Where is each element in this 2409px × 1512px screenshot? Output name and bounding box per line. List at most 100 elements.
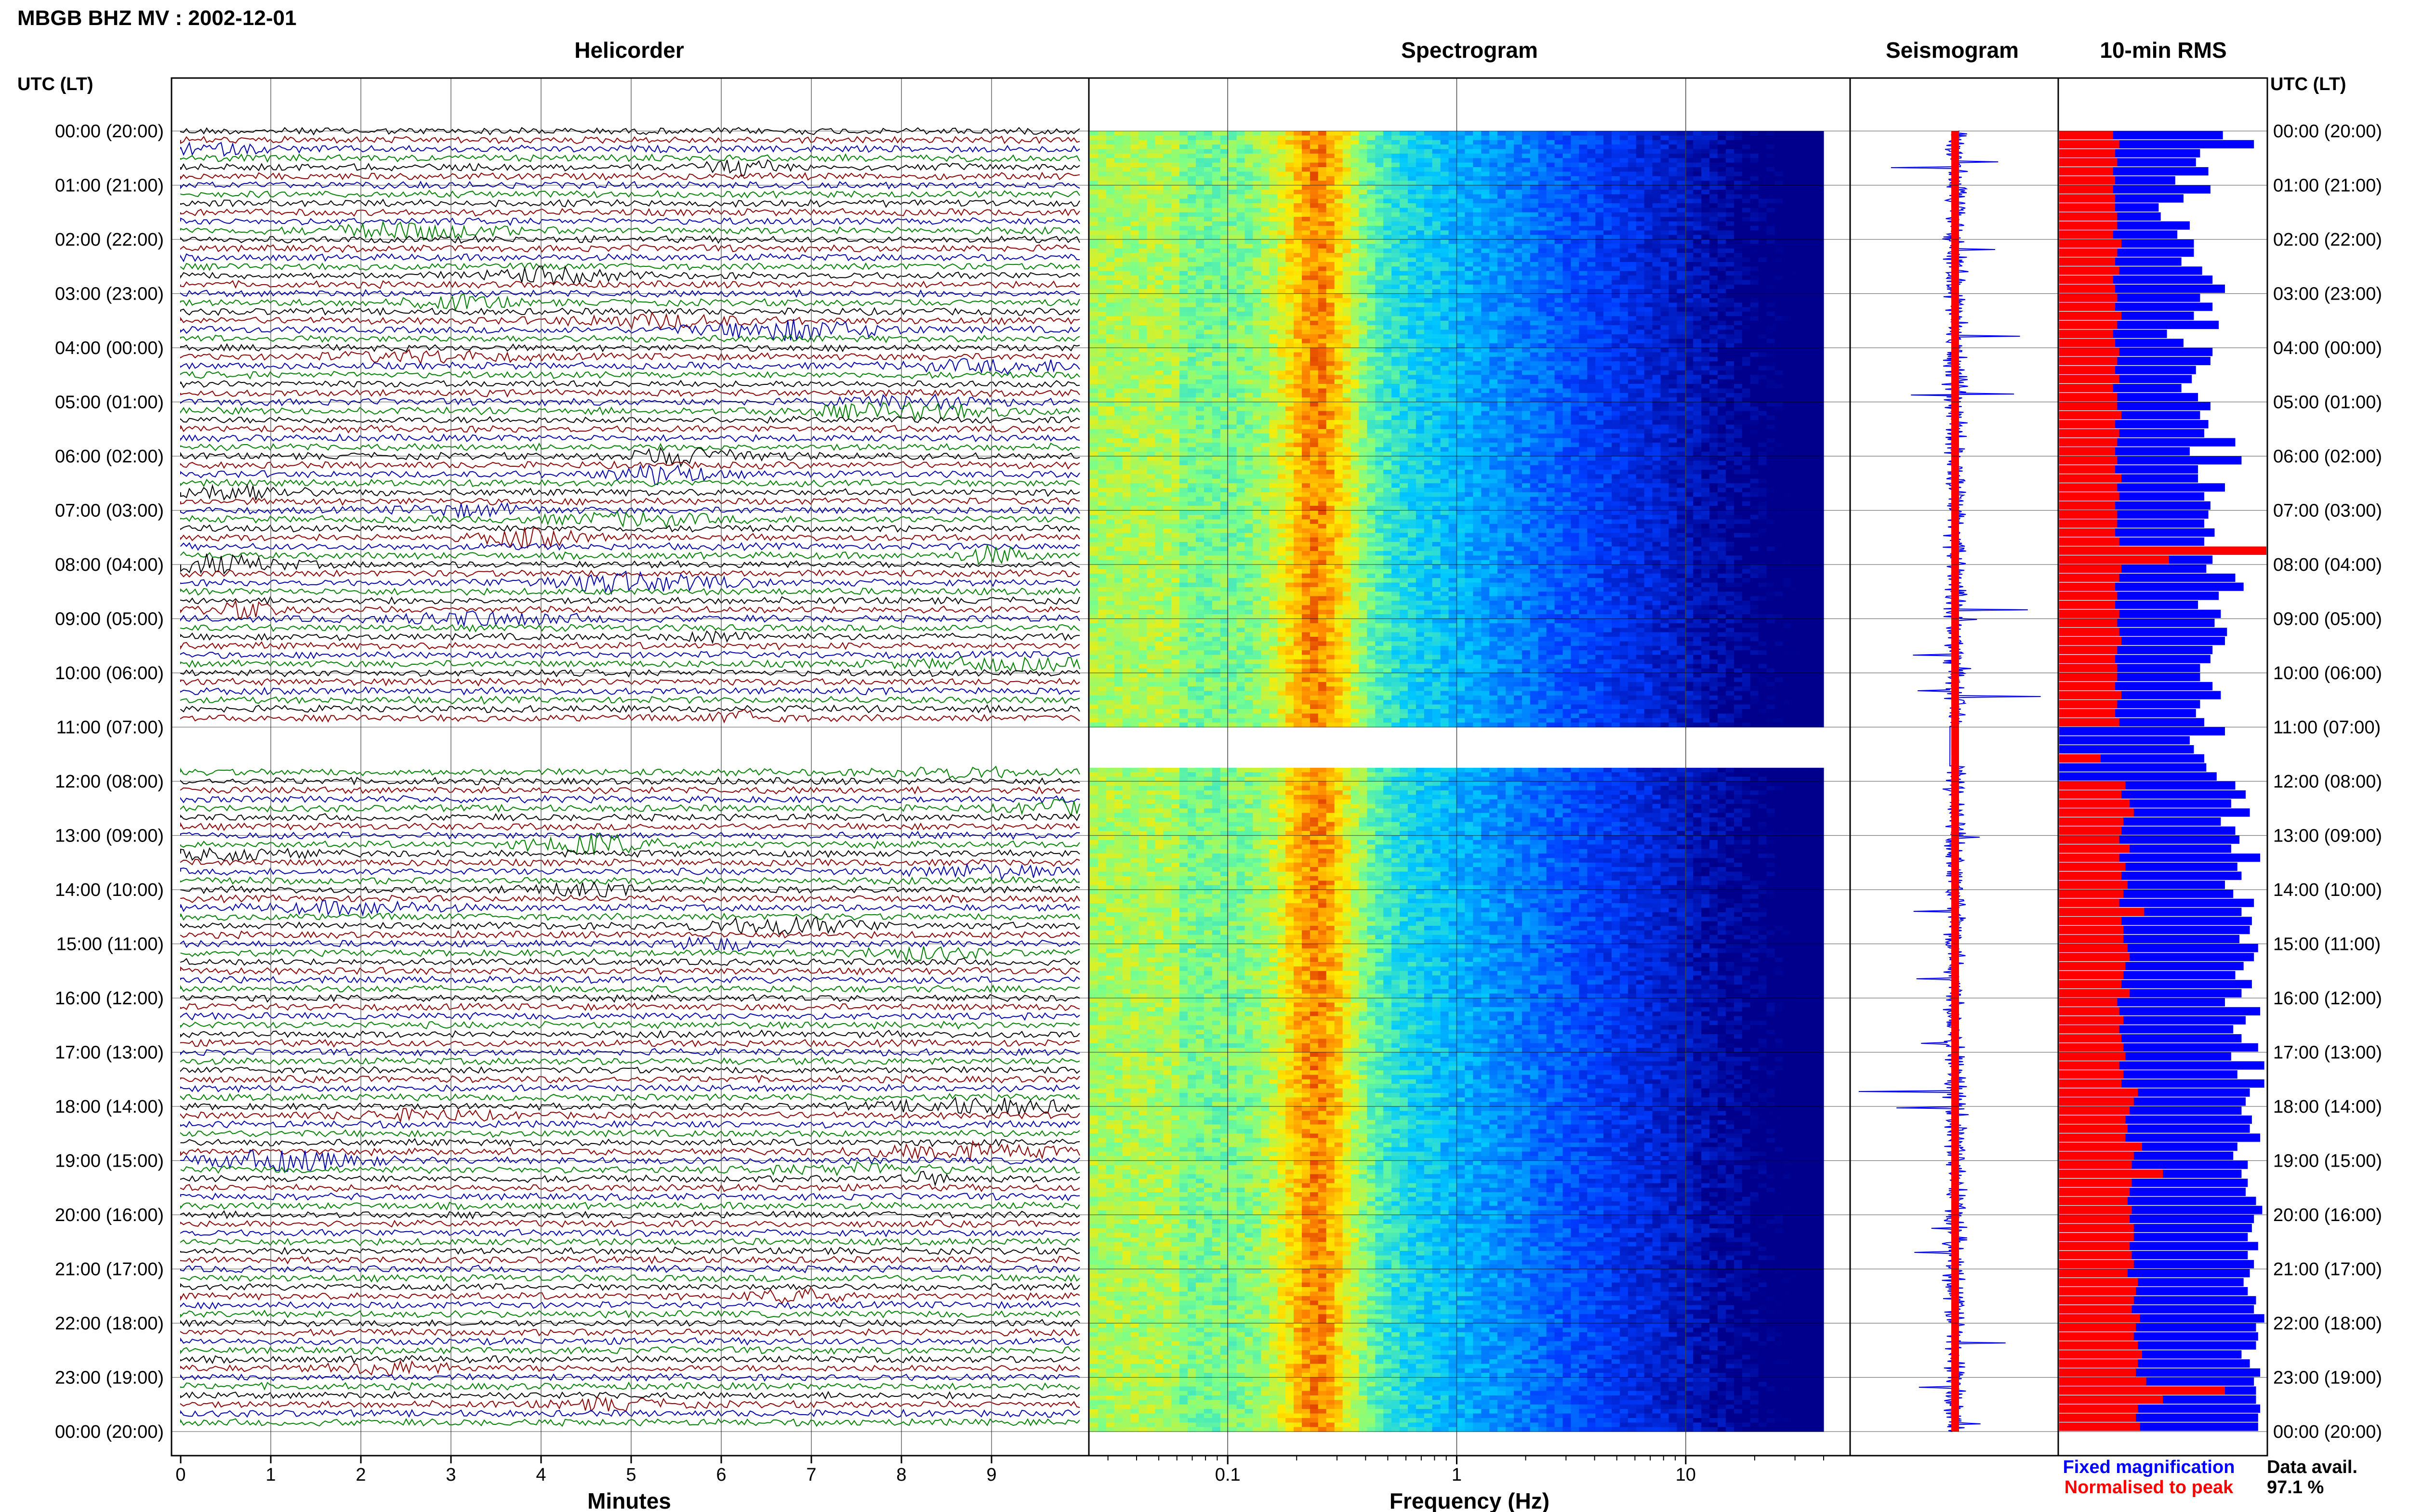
spectrogram-cell [1530,135,1539,141]
spectrogram-cell [1660,203,1669,208]
spectrogram-cell [1114,221,1123,226]
spectrogram-cell [1130,329,1139,335]
spectrogram-cell [1783,230,1791,236]
spectrogram-cell [1571,284,1579,289]
spectrogram-cell [1310,334,1319,339]
spectrogram-cell [1677,361,1685,367]
spectrogram-cell [1261,271,1270,276]
spectrogram-cell [1269,189,1278,195]
helicorder-trace [180,795,1080,804]
spectrogram-cell [1725,162,1734,168]
spectrogram-cell [1350,171,1359,177]
spectrogram-cell [1538,266,1547,272]
spectrogram-cell [1538,302,1547,308]
spectrogram-cell [1815,221,1824,226]
spectrogram-cell [1799,343,1808,348]
spectrogram-cell [1179,289,1188,294]
spectrogram-cell [1130,339,1139,344]
spectrogram-cell [1628,135,1637,141]
spectrogram-cell [1400,325,1408,330]
spectrogram-cell [1440,198,1449,204]
spectrogram-cell [1383,266,1392,272]
spectrogram-cell [1562,140,1571,145]
spectrogram-cell [1677,266,1685,272]
spectrogram-cell [1294,356,1302,362]
spectrogram-cell [1350,225,1359,231]
spectrogram-cell [1522,339,1531,344]
spectrogram-cell [1685,262,1694,267]
spectrogram-cell [1774,230,1783,236]
spectrogram-cell [1098,248,1107,253]
spectrogram-cell [1628,334,1637,339]
spectrogram-cell [1685,348,1694,353]
spectrogram-cell [1750,266,1759,272]
spectrogram-cell [1709,298,1718,303]
spectrogram-cell [1448,235,1457,240]
spectrogram-cell [1130,307,1139,312]
spectrogram-cell [1326,140,1335,145]
spectrogram-cell [1473,135,1482,141]
spectrogram-cell [1367,217,1376,222]
spectrogram-cell [1644,339,1653,344]
spectrogram-cell [1220,293,1229,299]
spectrogram-cell [1619,171,1628,177]
spectrogram-cell [1261,361,1270,367]
spectrogram-cell [1375,176,1384,181]
spectrogram-cell [1424,348,1433,353]
spectrogram-cell [1595,280,1604,285]
spectrogram-cell [1506,307,1514,312]
spectrogram-cell [1188,208,1196,213]
spectrogram-cell [1375,208,1384,213]
spectrogram-cell [1440,316,1449,321]
spectrogram-cell [1342,158,1351,163]
spectrogram-cell [1171,171,1180,177]
spectrogram-cell [1253,307,1261,312]
spectrogram-cell [1595,158,1604,163]
spectrogram-cell [1204,361,1213,367]
spectrogram-cell [1815,356,1824,362]
spectrogram-cell [1367,145,1376,150]
spectrogram-cell [1807,217,1816,222]
spectrogram-cell [1644,221,1653,226]
spectrogram-cell [1791,203,1800,208]
spectrogram-cell [1106,189,1115,195]
spectrogram-cell [1530,208,1539,213]
spectrogram-cell [1440,225,1449,231]
helicorder-trace [180,1301,1080,1310]
spectrogram-cell [1236,307,1245,312]
spectrogram-cell [1114,271,1123,276]
spectrogram-cell [1677,225,1685,231]
spectrogram-cell [1481,171,1490,177]
spectrogram-cell [1090,203,1099,208]
spectrogram-cell [1783,307,1791,312]
spectrogram-cell [1668,230,1677,236]
spectrogram-cell [1171,158,1180,163]
spectrogram-cell [1196,284,1204,289]
spectrogram-cell [1807,185,1816,190]
spectrogram-cell [1481,257,1490,263]
spectrogram-cell [1595,348,1604,353]
spectrogram-cell [1220,135,1229,141]
spectrogram-cell [1253,325,1261,330]
spectrogram-cell [1725,171,1734,177]
spectrogram-cell [1571,198,1579,204]
spectrogram-cell [1448,167,1457,172]
spectrogram-cell [1375,348,1384,353]
spectrogram-cell [1163,194,1172,199]
spectrogram-cell [1196,176,1204,181]
spectrogram-cell [1424,257,1433,263]
spectrogram-cell [1538,298,1547,303]
spectrogram-cell [1163,339,1172,344]
spectrogram-cell [1326,253,1335,258]
spectrogram-cell [1261,244,1270,249]
spectrogram-cell [1685,135,1694,141]
spectrogram-cell [1562,162,1571,168]
spectrogram-cell [1725,149,1734,154]
spectrogram-cell [1603,298,1612,303]
spectrogram-cell [1424,302,1433,308]
spectrogram-cell [1554,266,1563,272]
spectrogram-cell [1456,149,1465,154]
spectrogram-cell [1448,225,1457,231]
spectrogram-cell [1277,271,1286,276]
spectrogram-cell [1587,271,1596,276]
